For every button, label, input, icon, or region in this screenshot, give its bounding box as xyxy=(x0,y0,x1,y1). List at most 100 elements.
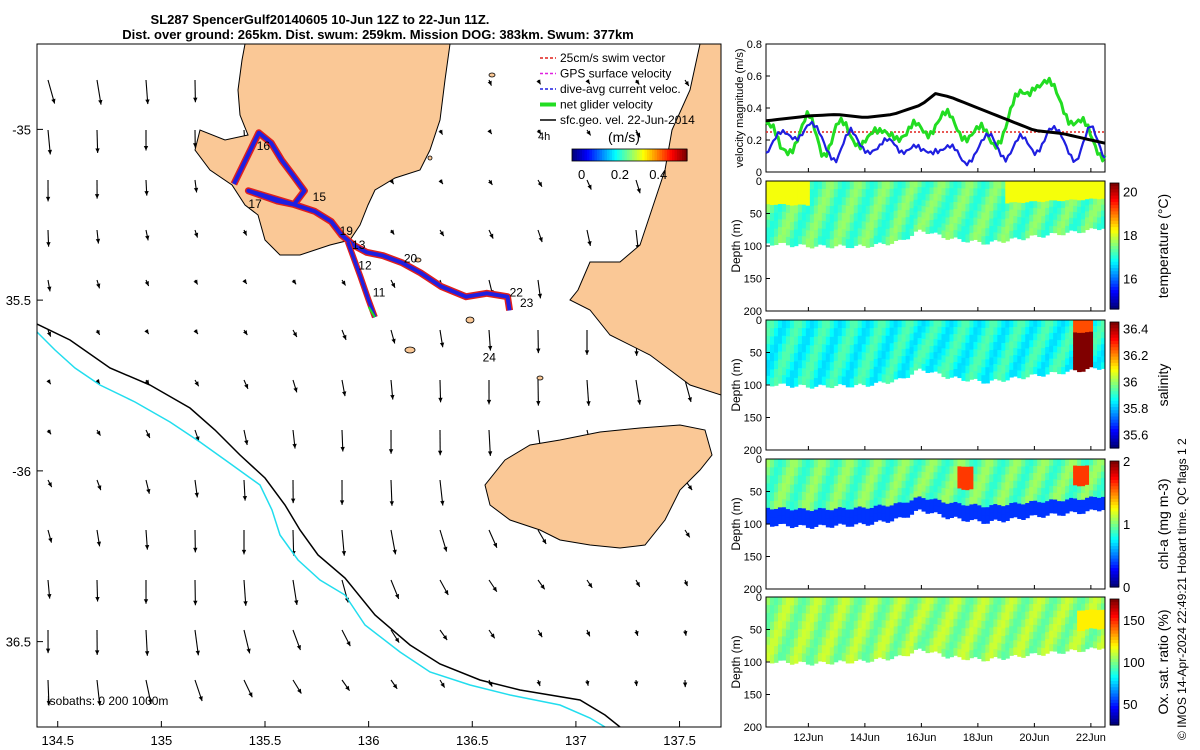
section-cell xyxy=(1013,181,1018,189)
cbar-cell xyxy=(1110,605,1119,610)
track-branch-blue xyxy=(346,241,377,318)
section-cell xyxy=(1073,332,1078,340)
section-cell xyxy=(805,630,811,640)
section-cell xyxy=(813,621,819,631)
section-cell xyxy=(901,633,907,642)
section-cell xyxy=(766,335,771,345)
section-cell xyxy=(1069,338,1074,346)
section-cell xyxy=(837,327,843,337)
section-cell xyxy=(941,473,946,482)
section-cell xyxy=(897,466,903,474)
section-cell xyxy=(837,652,843,661)
section-cell xyxy=(1101,597,1106,604)
section-cell xyxy=(937,194,942,202)
section-cell xyxy=(909,465,915,474)
section-cell xyxy=(773,467,779,477)
section-cell xyxy=(785,181,791,190)
cbar-cell xyxy=(1110,552,1119,557)
section-cell xyxy=(897,356,903,364)
section-cell xyxy=(953,466,958,474)
section-cell xyxy=(845,597,851,606)
section-cell xyxy=(1037,632,1042,641)
section-cell xyxy=(917,641,923,649)
section-cell xyxy=(937,645,942,654)
section-cell xyxy=(993,349,998,358)
section-cell xyxy=(789,622,795,632)
section-cell xyxy=(877,497,883,506)
section-cell xyxy=(965,358,970,367)
section-cell xyxy=(957,503,962,512)
section-cell xyxy=(829,345,835,355)
section-cell xyxy=(833,181,839,190)
section-cell xyxy=(889,497,895,506)
section-cell xyxy=(1021,612,1026,621)
section-cell xyxy=(861,360,867,369)
section-cell xyxy=(817,499,823,509)
section-cell xyxy=(817,644,823,654)
section-cell xyxy=(981,335,986,345)
section-cell xyxy=(921,218,927,226)
section-cell xyxy=(901,181,907,189)
section-cell xyxy=(977,650,982,659)
section-cell xyxy=(917,483,923,491)
current-arrow xyxy=(339,479,345,505)
section-cell xyxy=(766,327,771,337)
section-cell xyxy=(1077,479,1082,487)
waypoint-label: 20 xyxy=(404,252,418,266)
section-cell xyxy=(837,604,843,614)
section-cell xyxy=(873,627,879,636)
section-cell xyxy=(949,502,954,511)
section-cell xyxy=(901,618,907,627)
cbar-tick-label: 20 xyxy=(1123,185,1137,200)
section-cell xyxy=(989,203,994,212)
section-cell xyxy=(793,344,799,354)
section-cell xyxy=(905,327,911,335)
cbar-cell xyxy=(1110,293,1119,297)
section-cell xyxy=(853,499,859,509)
section-cell xyxy=(797,204,803,213)
section-cell xyxy=(801,220,807,229)
section-cell xyxy=(997,505,1002,514)
section-cell xyxy=(881,627,887,636)
section-cell xyxy=(797,467,803,476)
section-cell xyxy=(861,368,867,378)
section-cell xyxy=(1005,642,1010,651)
cbar-cell xyxy=(1110,498,1119,503)
section-cell xyxy=(1069,181,1074,188)
section-cell xyxy=(893,597,899,605)
track-tail xyxy=(367,306,376,318)
section-cell xyxy=(766,612,771,622)
section-cell xyxy=(877,219,883,228)
section-cell xyxy=(809,337,815,347)
section-cell xyxy=(893,371,899,380)
section-cell xyxy=(1081,603,1086,612)
section-cell xyxy=(961,604,966,614)
section-cell xyxy=(1081,459,1086,467)
section-cell xyxy=(837,499,843,508)
section-cell xyxy=(1061,639,1066,647)
section-cell xyxy=(833,229,839,239)
section-cell xyxy=(1053,352,1058,360)
cbar-cell xyxy=(1110,334,1119,339)
section-cell xyxy=(1081,358,1086,366)
section-cell xyxy=(797,196,803,206)
section-cell xyxy=(829,231,835,240)
section-cell xyxy=(913,478,919,486)
section-cell xyxy=(837,320,843,329)
section-cell xyxy=(773,605,779,614)
section-cell xyxy=(921,491,927,499)
section-cell xyxy=(1025,334,1030,342)
section-cell xyxy=(909,228,915,236)
section-cell xyxy=(833,459,839,468)
section-cell xyxy=(1073,459,1078,467)
current-arrow xyxy=(439,479,445,506)
section-cell xyxy=(945,210,950,218)
section-cell xyxy=(949,370,954,378)
section-cell xyxy=(813,378,819,387)
section-cell xyxy=(1089,477,1094,485)
current-arrow xyxy=(585,629,591,637)
section-cell xyxy=(833,328,839,337)
section-cell xyxy=(889,343,895,352)
section-cell xyxy=(933,459,938,467)
section-cell xyxy=(869,352,875,362)
